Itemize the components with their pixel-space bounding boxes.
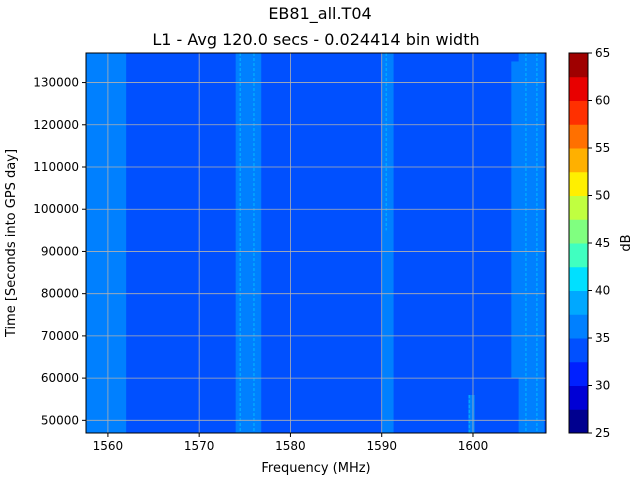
heatmap-background [86,53,546,433]
colorbar [569,53,588,434]
colorbar-segment [569,100,588,125]
colorbar-tick-label: 35 [595,331,610,345]
colorbar-tick-label: 55 [595,141,610,155]
colorbar-tick-label: 40 [595,284,610,298]
heatmap-band [511,61,521,379]
colorbar-label: dB [619,234,634,251]
colorbar-tick-label: 65 [595,46,610,60]
colorbar-segment [569,314,588,339]
x-tick-label: 1580 [275,439,306,453]
colorbar-tick-label: 45 [595,236,610,250]
x-tick-label: 1560 [93,439,124,453]
y-tick-label: 90000 [41,244,79,258]
colorbar-tick-label: 60 [595,94,610,108]
colorbar-segment [569,385,588,410]
colorbar-segment [569,195,588,220]
chart-title: EB81_all.T04 [268,4,371,24]
y-tick-label: 120000 [33,118,79,132]
y-tick-label: 70000 [41,329,79,343]
colorbar-segment [569,124,588,149]
colorbar-tick-label: 50 [595,189,610,203]
colorbar-segment [569,266,588,291]
heatmap-band [381,53,394,433]
x-axis-label: Frequency (MHz) [261,461,370,476]
colorbar-segment [569,361,588,386]
y-tick-label: 100000 [33,202,79,216]
colorbar-segment [569,171,588,196]
colorbar-ticks: 25 30 35 40 45 50 55 60 65 [588,46,610,440]
y-axis-ticks: 50000 60000 70000 80000 90000 100000 110000 120… [33,76,86,427]
colorbar-segment [569,338,588,363]
x-tick-label: 1570 [184,439,215,453]
colorbar-segment [569,219,588,244]
y-tick-label: 110000 [33,160,79,174]
x-axis-ticks: 1560 1570 1580 1590 1600 [93,433,489,453]
colorbar-segment [569,76,588,101]
heatmap-band [518,53,545,433]
grid [86,53,546,433]
colorbar-segment [569,243,588,268]
heatmap-band [468,395,475,433]
y-tick-label: 50000 [41,413,79,427]
x-tick-label: 1600 [458,439,489,453]
heatmap-band [86,53,127,433]
x-tick-label: 1590 [366,439,397,453]
colorbar-segment [569,53,588,78]
colorbar-tick-label: 25 [595,426,610,440]
chart-subtitle: L1 - Avg 120.0 secs - 0.024414 bin width [152,30,479,49]
heatmap-area [86,53,546,433]
colorbar-segment [569,290,588,315]
y-tick-label: 60000 [41,371,79,385]
y-axis-label: Time [Seconds into GPS day] [4,149,19,338]
y-tick-label: 130000 [33,76,79,90]
colorbar-tick-label: 30 [595,379,610,393]
y-tick-label: 80000 [41,287,79,301]
colorbar-segment [569,409,588,434]
colorbar-segment [569,148,588,173]
plot-frame [85,52,547,434]
